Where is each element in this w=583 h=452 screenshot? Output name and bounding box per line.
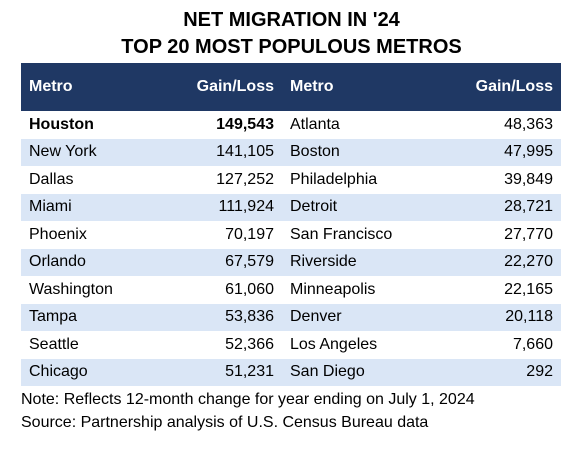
- metro-name-cell: Denver: [282, 303, 432, 331]
- table-body: Houston 149,543 Atlanta 48,363 New York 141,1…: [21, 111, 561, 386]
- gain-loss-cell: 141,105: [151, 138, 282, 166]
- column-header-metro-right: Metro: [282, 63, 432, 111]
- note-text: Note: Reflects 12-month change for year …: [21, 391, 475, 408]
- table-row: Chicago 51,231 San Diego 292: [21, 358, 561, 386]
- gain-loss-cell: 292: [432, 358, 561, 386]
- metro-name-cell: San Diego: [282, 358, 432, 386]
- metro-name-cell: Atlanta: [290, 115, 340, 133]
- metro-name-cell: Riverside: [282, 248, 432, 276]
- gain-loss-cell: 51,231: [151, 358, 282, 386]
- metro-name-cell: Detroit: [282, 193, 432, 221]
- gain-loss-cell: 61,060: [225, 280, 274, 298]
- column-header-gain-loss-left: Gain/Loss: [151, 63, 282, 111]
- metro-name-cell: Minneapolis: [290, 280, 376, 298]
- metro-name-cell: Houston: [29, 115, 94, 133]
- metro-name-cell: Washington: [29, 280, 113, 298]
- gain-loss-cell: 39,849: [504, 170, 553, 188]
- metro-name-cell: Los Angeles: [290, 335, 378, 353]
- table-header-row: Metro Gain/Loss Metro Gain/Loss: [21, 63, 561, 111]
- gain-loss-cell: 47,995: [432, 138, 561, 166]
- table-row: Washington 61,060 Minneapolis 22,165: [21, 276, 561, 304]
- metro-name-cell: Philadelphia: [290, 170, 378, 188]
- gain-loss-cell: 127,252: [216, 170, 274, 188]
- gain-loss-cell: 111,924: [151, 193, 282, 221]
- gain-loss-cell: 48,363: [504, 115, 553, 133]
- metro-name-cell: San Francisco: [290, 225, 393, 243]
- column-header-gain-loss-right: Gain/Loss: [432, 63, 561, 111]
- table-row: Seattle 52,366 Los Angeles 7,660: [21, 331, 561, 359]
- gain-loss-cell: 27,770: [504, 225, 553, 243]
- table-row: Phoenix 70,197 San Francisco 27,770: [21, 221, 561, 249]
- table-row: Orlando 67,579 Riverside 22,270: [21, 248, 561, 276]
- metro-name-cell: Miami: [21, 193, 151, 221]
- gain-loss-cell: 22,270: [432, 248, 561, 276]
- gain-loss-cell: 22,165: [504, 280, 553, 298]
- gain-loss-cell: 149,543: [216, 115, 274, 133]
- gain-loss-cell: 20,118: [432, 303, 561, 331]
- table-row: Tampa 53,836 Denver 20,118: [21, 303, 561, 331]
- source-text: Source: Partnership analysis of U.S. Cen…: [21, 414, 429, 431]
- column-header-metro-left: Metro: [21, 63, 151, 111]
- table-row: Dallas 127,252 Philadelphia 39,849: [21, 166, 561, 194]
- migration-table: Metro Gain/Loss Metro Gain/Loss Houston 1…: [21, 63, 561, 386]
- metro-name-cell: Seattle: [29, 335, 79, 353]
- gain-loss-cell: 70,197: [225, 225, 274, 243]
- gain-loss-cell: 7,660: [512, 335, 553, 353]
- gain-loss-cell: 53,836: [151, 303, 282, 331]
- gain-loss-cell: 52,366: [225, 335, 274, 353]
- gain-loss-cell: 28,721: [432, 193, 561, 221]
- metro-name-cell: Dallas: [29, 170, 74, 188]
- table-row: New York 141,105 Boston 47,995: [21, 138, 561, 166]
- chart-subtitle: TOP 20 MOST POPULOUS METROS: [121, 36, 462, 58]
- metro-name-cell: Orlando: [21, 248, 151, 276]
- metro-name-cell: Phoenix: [29, 225, 87, 243]
- gain-loss-cell: 67,579: [151, 248, 282, 276]
- chart-title: NET MIGRATION IN '24: [183, 9, 400, 31]
- metro-name-cell: Boston: [282, 138, 432, 166]
- table-row: Houston 149,543 Atlanta 48,363: [21, 111, 561, 139]
- metro-name-cell: Tampa: [21, 303, 151, 331]
- metro-name-cell: New York: [21, 138, 151, 166]
- metro-name-cell: Chicago: [21, 358, 151, 386]
- table-row: Miami 111,924 Detroit 28,721: [21, 193, 561, 221]
